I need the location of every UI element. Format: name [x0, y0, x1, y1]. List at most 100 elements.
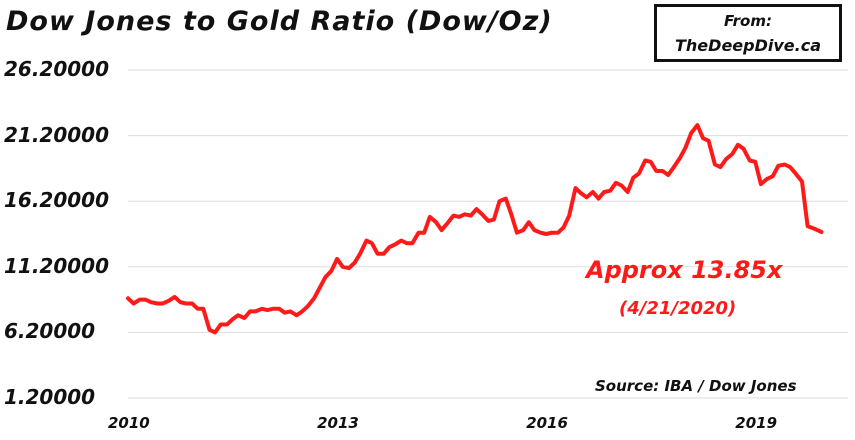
data-point	[277, 307, 281, 311]
data-point	[422, 231, 426, 235]
data-point	[370, 241, 374, 245]
y-tick-label: 26.20000	[4, 57, 110, 81]
data-point	[260, 307, 264, 311]
data-point	[213, 330, 217, 334]
data-point	[410, 241, 414, 245]
data-point	[776, 164, 780, 168]
source-note: Source: IBA / Dow Jones	[595, 377, 797, 395]
data-point	[330, 269, 333, 273]
data-point	[736, 143, 740, 147]
data-point	[661, 169, 665, 173]
data-point	[753, 160, 757, 164]
annotation-ratio: Approx 13.85x	[586, 256, 783, 284]
series-layer	[126, 123, 824, 335]
data-point	[208, 328, 211, 332]
data-point	[713, 163, 717, 166]
data-point	[236, 313, 240, 317]
data-point	[492, 218, 496, 222]
data-point	[196, 307, 200, 311]
source-site: TheDeepDive.ca	[675, 36, 821, 55]
x-tick-label: 2019	[735, 414, 778, 432]
data-point	[765, 177, 769, 181]
data-point	[544, 232, 548, 236]
data-point	[405, 241, 409, 245]
data-point	[201, 307, 205, 311]
data-point	[469, 214, 473, 218]
data-point	[742, 147, 745, 151]
data-point	[608, 189, 612, 193]
data-point	[254, 309, 258, 313]
data-point	[504, 197, 508, 201]
data-point	[166, 299, 170, 303]
data-point	[748, 159, 752, 162]
data-point	[672, 165, 676, 169]
data-point	[173, 295, 177, 299]
data-point	[620, 184, 623, 187]
data-point	[820, 230, 823, 234]
data-point	[637, 172, 641, 176]
data-point	[539, 231, 543, 235]
data-point	[591, 190, 595, 194]
data-point	[132, 302, 136, 305]
data-point	[574, 186, 577, 190]
data-point	[161, 302, 165, 305]
data-point	[295, 313, 299, 317]
data-point	[318, 286, 322, 290]
data-point	[666, 173, 670, 177]
data-point	[695, 123, 699, 127]
data-point	[452, 214, 455, 218]
data-point	[509, 212, 513, 216]
data-point	[231, 317, 234, 321]
data-point	[684, 145, 688, 149]
data-point	[335, 257, 339, 261]
data-point	[759, 182, 763, 186]
data-point	[463, 212, 467, 216]
data-point	[806, 224, 810, 228]
data-point	[126, 296, 130, 300]
data-point	[417, 231, 421, 235]
data-point	[678, 156, 682, 160]
data-point	[626, 190, 630, 194]
data-point	[718, 165, 722, 169]
data-point	[138, 298, 142, 302]
data-point	[813, 227, 816, 231]
data-point	[480, 212, 484, 216]
data-point	[265, 308, 269, 312]
data-point	[562, 225, 566, 229]
data-point	[288, 309, 292, 313]
data-point	[654, 169, 658, 173]
data-point	[614, 181, 618, 185]
x-tick-label: 2016	[526, 414, 568, 432]
data-point	[585, 195, 589, 199]
data-point	[457, 215, 461, 219]
data-point	[486, 219, 490, 223]
y-tick-label: 6.20000	[4, 319, 96, 344]
data-point	[387, 245, 391, 249]
data-point	[445, 222, 449, 225]
data-point	[364, 239, 368, 243]
data-point	[783, 163, 787, 166]
data-point	[382, 252, 386, 256]
data-point	[434, 220, 438, 224]
data-point	[730, 152, 734, 156]
data-point	[556, 231, 560, 235]
data-point	[800, 180, 804, 183]
data-point	[724, 157, 728, 161]
data-point	[184, 302, 188, 305]
data-point	[190, 302, 194, 305]
data-point	[248, 309, 252, 313]
data-point	[323, 275, 327, 279]
annotation-date: (4/21/2020)	[619, 298, 737, 319]
data-point	[376, 252, 379, 256]
y-tick-label: 11.20000	[4, 253, 110, 278]
data-point	[515, 231, 519, 235]
data-point	[631, 176, 635, 180]
data-point	[347, 266, 351, 270]
data-point	[550, 231, 554, 235]
data-point	[771, 174, 775, 178]
data-point	[532, 228, 536, 232]
data-point	[399, 239, 403, 243]
data-point	[794, 172, 798, 176]
data-point	[219, 323, 223, 326]
